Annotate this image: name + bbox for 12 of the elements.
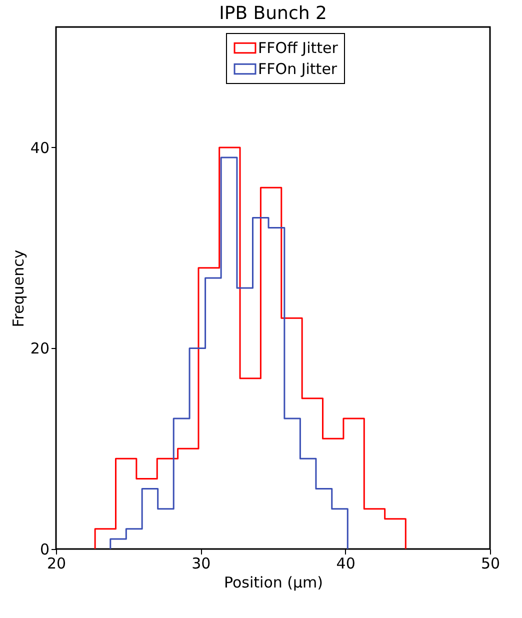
y-axis-title: Frequency: [9, 250, 28, 328]
x-tick-label: 50: [480, 554, 500, 572]
x-tick-label: 40: [336, 554, 356, 572]
chart-title: IPB Bunch 2: [219, 3, 327, 24]
legend-label: FFOn Jitter: [258, 60, 338, 78]
x-tick-label: 30: [192, 554, 211, 572]
legend-label: FFOff Jitter: [258, 39, 339, 57]
x-axis-title: Position (μm): [224, 574, 324, 592]
y-tick-label: 0: [40, 540, 50, 558]
y-tick-label: 40: [30, 138, 50, 157]
y-tick-label: 20: [30, 340, 50, 358]
x-tick-label: 20: [46, 554, 66, 572]
